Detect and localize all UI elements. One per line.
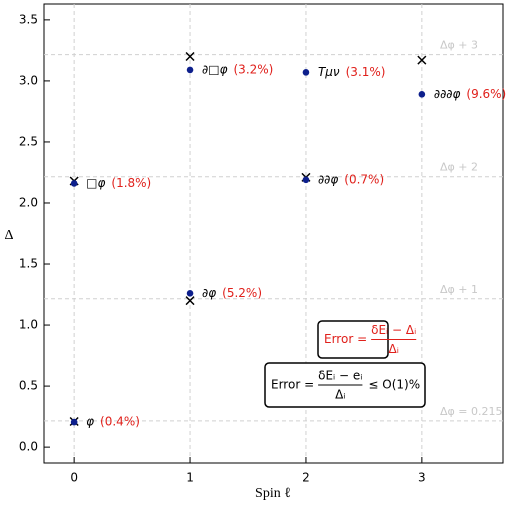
dot-marker	[186, 290, 194, 297]
cross-marker	[185, 51, 195, 62]
reference-label: Δφ = 0.215	[440, 405, 502, 418]
formula-box: Error = δEᵢ − Δᵢ Δᵢ	[317, 320, 417, 359]
y-tick-label: 3.0	[19, 73, 38, 87]
x-tick-label: 2	[302, 471, 310, 485]
point-error: (3.2%)	[234, 62, 274, 76]
dot-marker	[302, 176, 310, 184]
y-tick-label: 1.5	[19, 257, 38, 271]
cross-marker	[417, 55, 427, 65]
dot-marker	[70, 418, 78, 426]
dot-marker	[70, 180, 78, 187]
point-error: (0.4%)	[100, 415, 140, 429]
reference-label: Δφ + 3	[440, 39, 478, 52]
plot-frame	[43, 3, 504, 464]
reference-label: Δφ + 2	[440, 161, 478, 174]
y-tick-label: 2.5	[19, 134, 38, 148]
point-error: (1.8%)	[111, 176, 151, 190]
point-error: (9.6%)	[466, 87, 506, 101]
y-tick-label: 3.5	[19, 12, 38, 26]
dot-marker	[302, 69, 310, 76]
point-label: φ	[86, 415, 94, 429]
x-tick-label: 0	[70, 471, 78, 485]
point-label: Tμν	[318, 65, 340, 79]
reference-label: Δφ + 1	[440, 283, 478, 296]
dot-marker	[186, 66, 194, 74]
point-error: (0.7%)	[344, 172, 384, 186]
formula-numerator: δEᵢ − eᵢ	[318, 369, 362, 383]
point-label: ∂∂φ	[318, 172, 338, 186]
formula-lhs: Error =	[271, 378, 314, 392]
point-label: ∂φ	[202, 286, 216, 300]
formula-numerator: δEᵢ − Δᵢ	[371, 323, 416, 337]
y-tick-label: 1.0	[19, 318, 38, 332]
y-axis-label: Δ	[4, 228, 13, 243]
x-axis-label: Spin ℓ	[255, 486, 291, 501]
point-label: ∂∂∂φ	[434, 87, 461, 101]
cross-marker	[185, 296, 195, 306]
dot-marker	[418, 91, 426, 98]
point-label: □φ	[86, 176, 105, 190]
formula-denominator: Δᵢ	[389, 342, 399, 356]
point-error: (3.1%)	[346, 65, 386, 79]
y-tick-label: 0.0	[19, 440, 38, 454]
x-tick-label: 1	[186, 471, 194, 485]
formula-denominator: Δᵢ	[335, 388, 345, 402]
point-error: (5.2%)	[222, 286, 262, 300]
y-tick-label: 2.0	[19, 195, 38, 209]
y-tick-label: 0.5	[19, 379, 38, 393]
formula-rhs: ≤ O(1)%	[368, 378, 420, 392]
formula-box: Error = δEᵢ − eᵢ Δᵢ ≤ O(1)%	[264, 362, 426, 408]
point-label: ∂□φ	[202, 62, 228, 76]
formula-lhs: Error =	[324, 332, 367, 346]
x-tick-label: 3	[418, 471, 426, 485]
